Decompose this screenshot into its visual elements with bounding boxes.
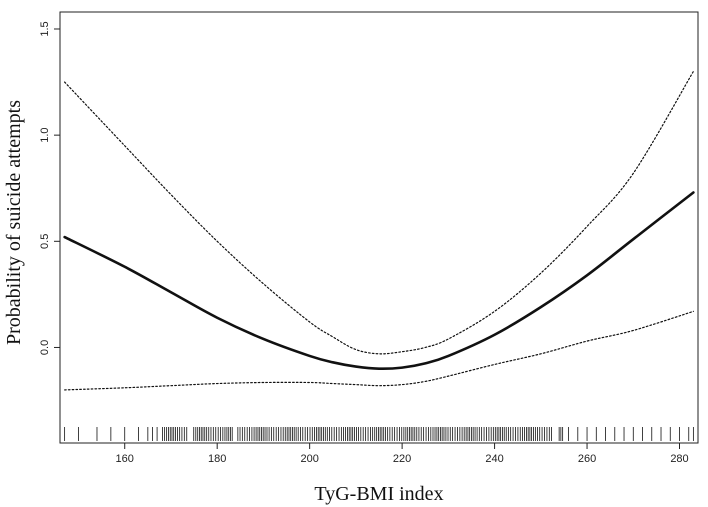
x-axis: 160 180 200 220 240 260 280	[116, 443, 689, 465]
y-axis: 0.0 0.5 1.0 1.5	[39, 21, 60, 355]
x-tick-label: 160	[116, 453, 134, 465]
upper-ci-line	[64, 70, 694, 355]
y-tick-label: 1.0	[39, 127, 51, 142]
x-tick-label: 280	[670, 453, 688, 465]
x-tick-label: 260	[578, 453, 596, 465]
y-tick-label: 1.5	[39, 21, 51, 36]
x-tick-label: 220	[393, 453, 411, 465]
y-tick-label: 0.5	[39, 234, 51, 249]
rug-plot	[64, 427, 694, 441]
x-axis-title: TyG-BMI index	[314, 483, 443, 505]
series-group	[63, 70, 695, 391]
estimate-line	[63, 191, 695, 371]
x-tick-label: 180	[208, 453, 226, 465]
y-axis-title: Probability of suicide attempts	[3, 100, 25, 345]
x-tick-label: 200	[300, 453, 318, 465]
x-tick-label: 240	[485, 453, 503, 465]
lower-ci-line	[64, 310, 694, 391]
y-tick-label: 0.0	[39, 340, 51, 355]
plot-frame	[59, 11, 699, 444]
